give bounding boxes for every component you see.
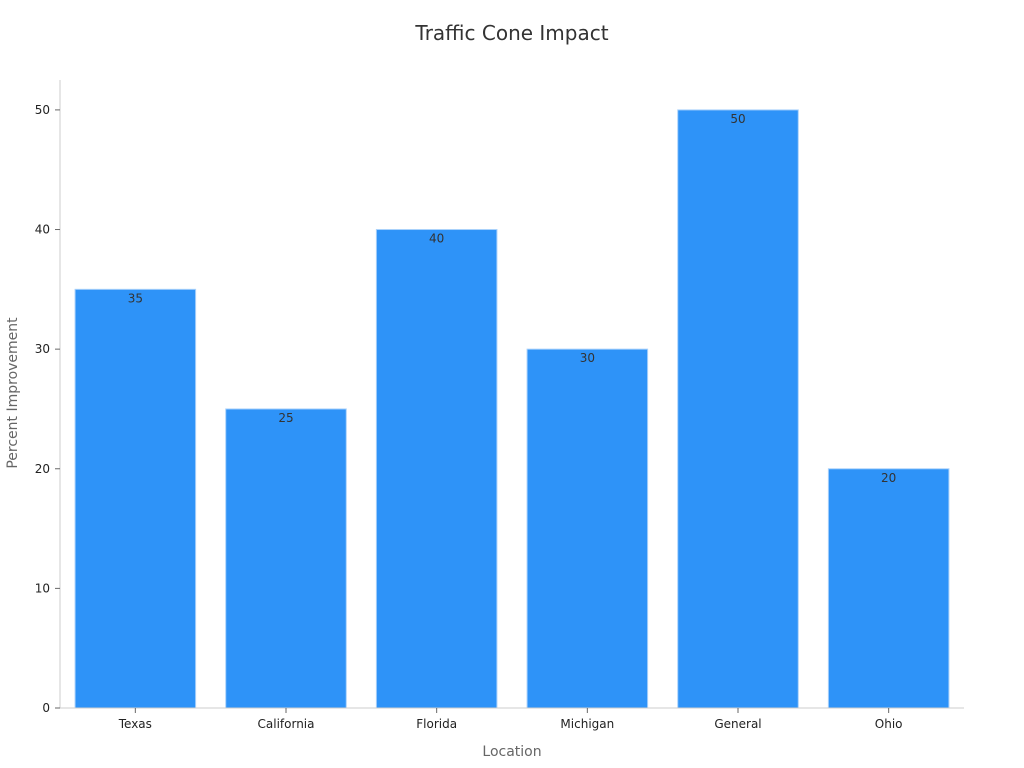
y-tick-label-10: 10 xyxy=(35,581,50,595)
bars-group xyxy=(74,109,950,709)
bar-ohio xyxy=(827,468,950,709)
bar-label-michigan: 30 xyxy=(580,351,595,365)
bar-california xyxy=(225,408,347,709)
y-axis-title: Percent Improvement xyxy=(5,317,21,469)
bar-label-california: 25 xyxy=(278,411,293,425)
bar-label-texas: 35 xyxy=(128,291,143,305)
x-tick-label-ohio: Ohio xyxy=(875,717,903,731)
bar-florida xyxy=(375,229,498,709)
bar-general xyxy=(677,109,799,709)
x-tick-label-california: California xyxy=(258,717,315,731)
y-tick-label-40: 40 xyxy=(35,223,50,237)
bar-texas xyxy=(74,288,197,709)
y-tick-label-30: 30 xyxy=(35,342,50,356)
bar-label-florida: 40 xyxy=(429,232,444,246)
x-ticks-group: Texas California Florida Michigan General Ohi… xyxy=(118,708,903,731)
bar-michigan xyxy=(526,348,649,709)
bar-labels-group: 35 25 40 30 50 20 xyxy=(128,112,897,485)
x-tick-label-texas: Texas xyxy=(118,717,152,731)
y-tick-label-20: 20 xyxy=(35,462,50,476)
chart-title: Traffic Cone Impact xyxy=(414,21,608,45)
bar-label-general: 50 xyxy=(730,112,745,126)
x-tick-label-general: General xyxy=(714,717,761,731)
y-tick-label-0: 0 xyxy=(42,701,50,715)
x-tick-label-florida: Florida xyxy=(416,717,457,731)
x-tick-label-michigan: Michigan xyxy=(560,717,614,731)
y-ticks-group: 0 10 20 30 40 50 xyxy=(35,103,60,715)
x-axis-title: Location xyxy=(482,744,541,760)
bar-label-ohio: 20 xyxy=(881,471,896,485)
axes-group xyxy=(59,80,964,709)
y-tick-label-50: 50 xyxy=(35,103,50,117)
